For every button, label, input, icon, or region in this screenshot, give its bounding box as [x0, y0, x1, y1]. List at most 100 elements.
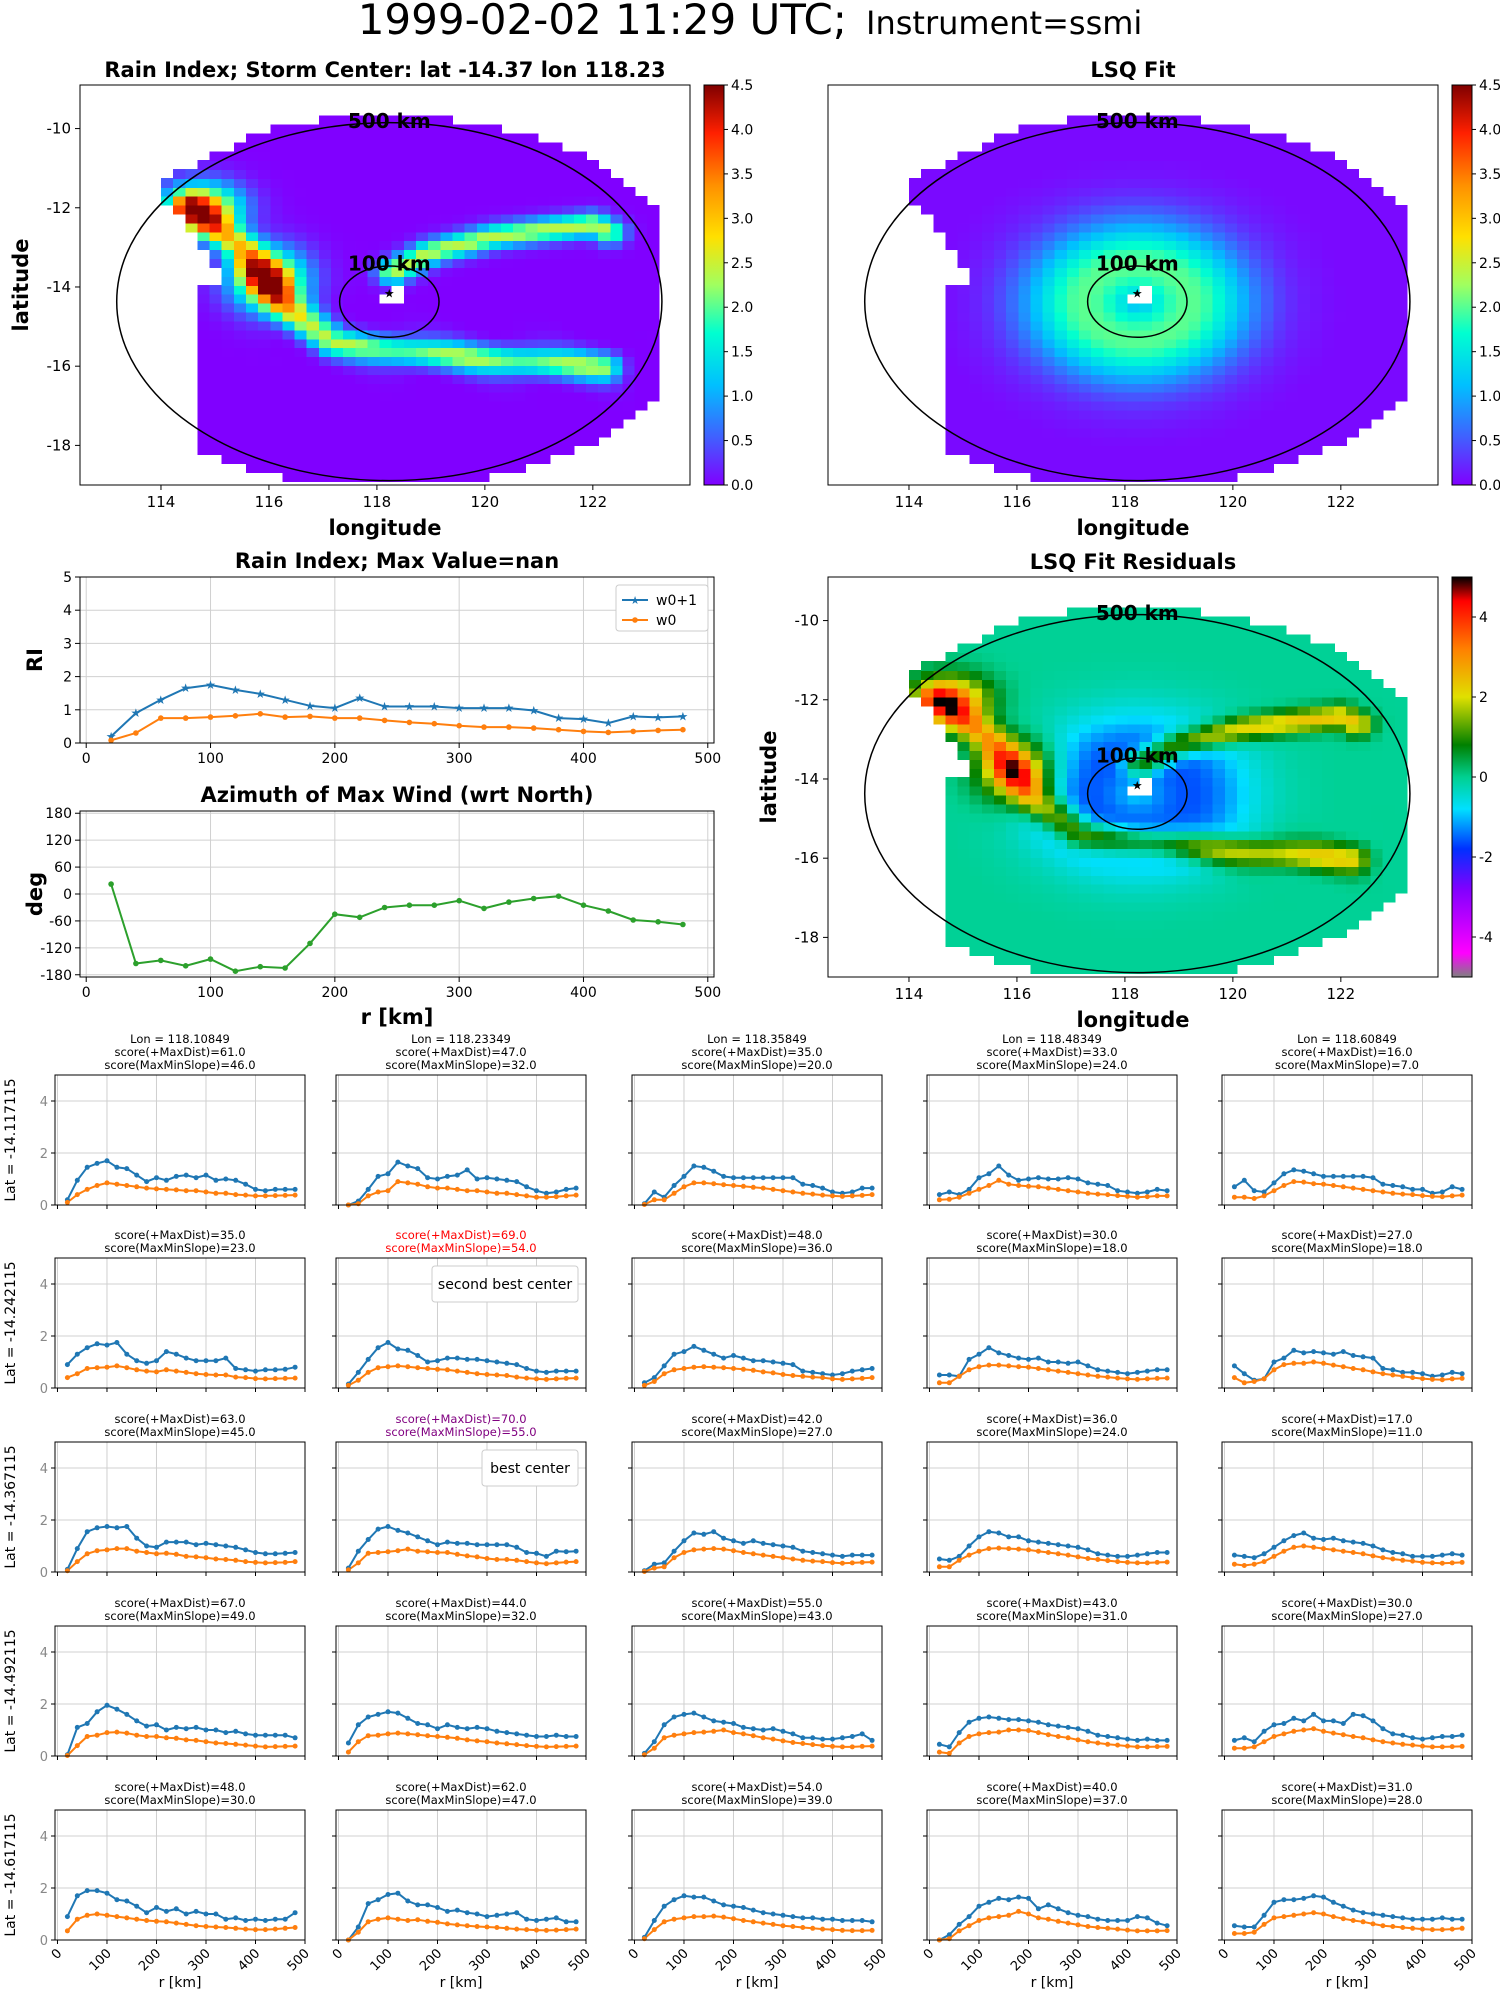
map-cell: [1176, 643, 1189, 653]
map-cell: [246, 276, 259, 286]
map-cell: [234, 365, 247, 375]
map-cell: [307, 223, 320, 233]
map-cell: [1030, 893, 1043, 903]
map-cell: [1030, 410, 1043, 420]
map-cell: [1273, 741, 1286, 751]
map-cell: [958, 303, 971, 313]
map-cell: [355, 463, 368, 473]
map-cell: [1383, 258, 1396, 268]
map-cell: [1079, 187, 1092, 197]
map-cell: [1055, 285, 1068, 295]
map-cell: [1116, 946, 1129, 956]
map-cell: [635, 383, 648, 393]
map-cell: [513, 294, 526, 304]
map-cell: [465, 285, 478, 295]
map-cell: [1128, 661, 1141, 671]
map-cell: [222, 285, 235, 295]
map-cell: [1298, 205, 1311, 215]
map-cell: [1261, 652, 1274, 662]
map-cell: [1286, 454, 1299, 464]
data-point: [485, 1175, 490, 1180]
map-cell: [1067, 813, 1080, 823]
map-cell: [1140, 214, 1153, 224]
map-cell: [958, 374, 971, 384]
map-cell: [1201, 857, 1214, 867]
map-cell: [453, 294, 466, 304]
map-cell: [958, 777, 971, 787]
map-cell: [501, 445, 514, 455]
data-point: [986, 1183, 991, 1188]
map-cell: [1043, 187, 1056, 197]
map-cell: [416, 160, 429, 170]
map-cell: [307, 232, 320, 242]
map-cell: [958, 365, 971, 375]
map-cell: [1055, 920, 1068, 930]
map-cell: [295, 240, 308, 250]
map-cell: [610, 285, 623, 295]
map-cell: [1201, 356, 1214, 366]
data-point: [114, 1165, 119, 1170]
y-tick-label: -14: [47, 278, 72, 296]
map-cell: [574, 392, 587, 402]
map-cell: [1346, 330, 1359, 340]
map-cell: [1043, 902, 1056, 912]
map-cell: [945, 392, 958, 402]
map-cell: [1249, 804, 1262, 814]
map-cell: [258, 392, 271, 402]
map-cell: [1310, 786, 1323, 796]
map-cell: [1237, 339, 1250, 349]
map-cell: [440, 205, 453, 215]
data-point: [407, 902, 413, 908]
map-cell: [1188, 187, 1201, 197]
map-cell: [307, 134, 320, 144]
map-cell: [538, 303, 551, 313]
map-cell: [1213, 857, 1226, 867]
map-cell: [1358, 196, 1371, 206]
map-cell: [222, 410, 235, 420]
map-cell: [1043, 383, 1056, 393]
map-cell: [958, 410, 971, 420]
map-cell: [945, 670, 958, 680]
map-cell: [1322, 768, 1335, 778]
map-cell: [1286, 866, 1299, 876]
map-cell: [1067, 679, 1080, 689]
data-point: [405, 1180, 410, 1185]
map-cell: [453, 214, 466, 224]
map-cell: [295, 196, 308, 206]
map-cell: [1237, 285, 1250, 295]
map-cell: [1055, 392, 1068, 402]
map-cell: [1030, 804, 1043, 814]
map-cell: [453, 276, 466, 286]
map-cell: [1310, 178, 1323, 188]
map-cell: [1395, 804, 1408, 814]
map-cell: [404, 410, 417, 420]
map-cell: [945, 688, 958, 698]
map-cell: [1188, 813, 1201, 823]
map-cell: [1261, 437, 1274, 447]
map-cell: [1164, 955, 1177, 965]
map-cell: [1140, 839, 1153, 849]
map-cell: [1128, 383, 1141, 393]
map-cell: [1334, 724, 1347, 734]
map-cell: [343, 437, 356, 447]
map-cell: [1225, 419, 1238, 429]
map-cell: [428, 445, 441, 455]
map-cell: [1140, 661, 1153, 671]
map-cell: [909, 187, 922, 197]
map-cell: [1018, 187, 1031, 197]
map-cell: [586, 187, 599, 197]
map-cell: [295, 303, 308, 313]
map-cell: [380, 312, 393, 322]
map-cell: [331, 258, 344, 268]
data-point: [721, 1174, 726, 1179]
map-cell: [1152, 795, 1165, 805]
map-cell: [994, 151, 1007, 161]
map-cell: [1067, 249, 1080, 259]
x-tick-label: 200: [321, 985, 348, 1001]
map-cell: [994, 196, 1007, 206]
map-cell: [1346, 365, 1359, 375]
map-cell: [392, 240, 405, 250]
map-cell: [538, 196, 551, 206]
map-cell: [246, 160, 259, 170]
map-cell: [1128, 419, 1141, 429]
